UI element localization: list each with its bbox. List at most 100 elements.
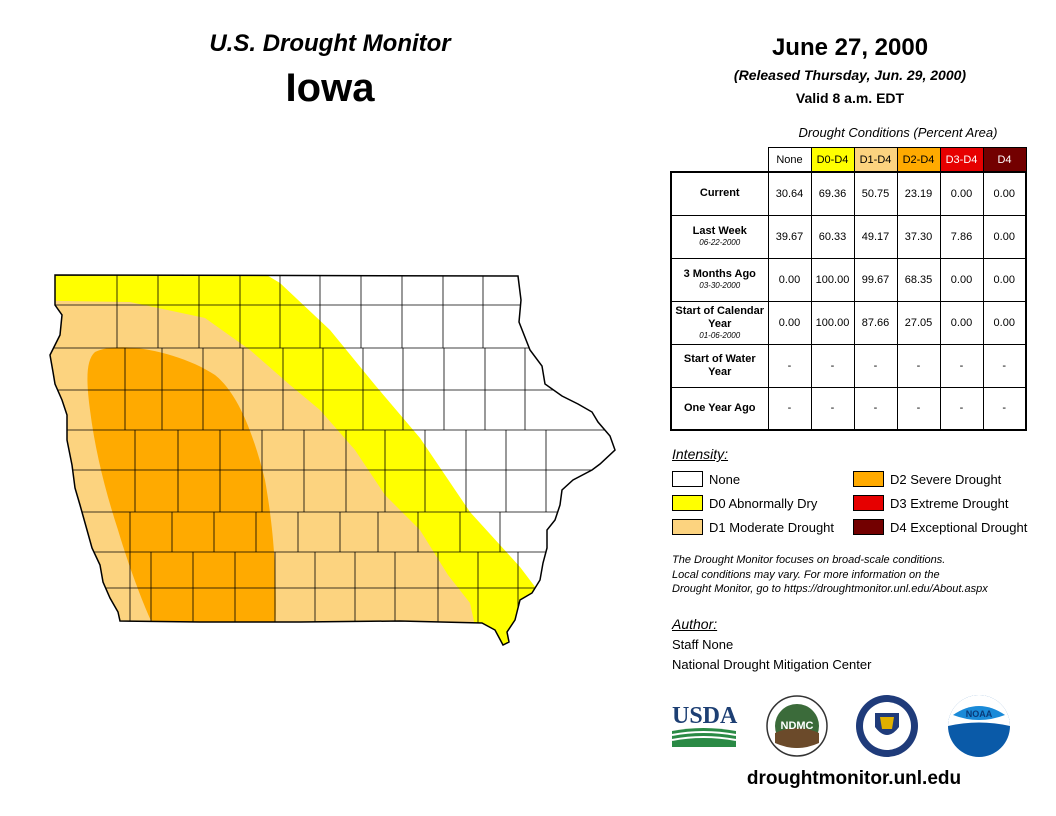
legend-swatch	[672, 495, 703, 511]
table-cell: 7.86	[939, 214, 984, 259]
valid-time: Valid 8 a.m. EDT	[795, 90, 905, 106]
row-label-start-water-year: Start of Water Year	[670, 343, 769, 388]
legend-swatch	[672, 471, 703, 487]
state-name: Iowa	[285, 66, 375, 110]
table-cell: -	[853, 386, 898, 431]
legend-label: D3 Extreme Drought	[890, 495, 1009, 511]
legend-label: D0 Abnormally Dry	[709, 495, 818, 511]
table-cell: 100.00	[810, 257, 855, 302]
table-caption: Drought Conditions (Percent Area)	[798, 125, 998, 140]
release-date: (Released Thursday, Jun. 29, 2000)	[733, 67, 967, 83]
legend-swatch	[672, 519, 703, 535]
legend-right-column: D2 Severe Drought D3 Extreme Drought D4 …	[853, 470, 1027, 536]
table-row: One Year Ago - - - - - -	[670, 386, 1027, 431]
usda-logo: USDA	[671, 703, 738, 747]
county-lines	[50, 275, 615, 630]
table-cell: -	[810, 343, 855, 388]
table-cell: 0.00	[939, 300, 984, 345]
legend-item-d3: D3 Extreme Drought	[853, 494, 1027, 512]
agency-logos: USDA NDMC NOAA	[671, 695, 1010, 757]
table-cell: 0.00	[982, 257, 1027, 302]
author-title: Author:	[672, 616, 718, 632]
table-cell: 27.05	[896, 300, 941, 345]
col-header-d2-d4: D2-D4	[896, 147, 941, 173]
table-cell: 49.17	[853, 214, 898, 259]
col-header-d0-d4: D0-D4	[810, 147, 855, 173]
table-cell: -	[810, 386, 855, 431]
table-cell: -	[939, 386, 984, 431]
table-cell: 0.00	[982, 214, 1027, 259]
ndmc-logo-text: NDMC	[781, 720, 814, 732]
table-cell: 0.00	[767, 257, 812, 302]
row-label-start-calendar-year: Start of Calendar Year 01-06-2000	[670, 300, 769, 345]
legend-item-none: None	[672, 470, 834, 488]
table-cell: -	[896, 386, 941, 431]
usda-logo-text: USDA	[672, 703, 738, 729]
table-cell: -	[982, 386, 1027, 431]
website-url[interactable]: droughtmonitor.unl.edu	[746, 768, 962, 789]
table-row: Start of Water Year - - - - - -	[670, 343, 1027, 388]
noaa-logo-text: NOAA	[966, 709, 993, 719]
row-label-3-months-ago: 3 Months Ago 03-30-2000	[670, 257, 769, 302]
row-label-one-year-ago: One Year Ago	[670, 386, 769, 431]
table-cell: 87.66	[853, 300, 898, 345]
table-cell: -	[767, 343, 812, 388]
legend-swatch	[853, 495, 884, 511]
legend-swatch	[853, 519, 884, 535]
legend-label: D4 Exceptional Drought	[890, 519, 1028, 535]
table-cell: 0.00	[767, 300, 812, 345]
legend-item-d4: D4 Exceptional Drought	[853, 518, 1027, 536]
table-cell: 0.00	[939, 171, 984, 216]
table-cell: 60.33	[810, 214, 855, 259]
drought-map	[49, 274, 616, 646]
drought-table: None D0-D4 D1-D4 D2-D4 D3-D4 D4 Current …	[670, 147, 1027, 431]
noaa-logo: NOAA	[948, 695, 1010, 757]
legend-item-d0: D0 Abnormally Dry	[672, 494, 834, 512]
table-cell: 23.19	[896, 171, 941, 216]
intensity-title: Intensity:	[672, 446, 729, 462]
table-cell: 68.35	[896, 257, 941, 302]
col-header-d4: D4	[982, 147, 1027, 173]
table-cell: -	[982, 343, 1027, 388]
legend-swatch	[853, 471, 884, 487]
table-cell: 100.00	[810, 300, 855, 345]
table-row: Start of Calendar Year 01-06-2000 0.00 10…	[670, 300, 1027, 345]
ndmc-logo: NDMC	[766, 695, 828, 757]
table-cell: 99.67	[853, 257, 898, 302]
table-cell: 30.64	[767, 171, 812, 216]
table-cell: 0.00	[939, 257, 984, 302]
table-cell: 50.75	[853, 171, 898, 216]
table-cell: -	[939, 343, 984, 388]
col-header-d3-d4: D3-D4	[939, 147, 984, 173]
map-title: U.S. Drought Monitor	[209, 30, 451, 57]
row-label-current: Current	[670, 171, 769, 216]
legend-label: D1 Moderate Drought	[709, 519, 835, 535]
legend-item-d2: D2 Severe Drought	[853, 470, 1027, 488]
row-label-last-week: Last Week 06-22-2000	[670, 214, 769, 259]
legend-left-column: None D0 Abnormally Dry D1 Moderate Droug…	[672, 470, 834, 536]
d2-area	[87, 347, 276, 640]
table-cell: -	[853, 343, 898, 388]
drought-monitor-note: The Drought Monitor focuses on broad-sca…	[672, 554, 988, 595]
table-row: 3 Months Ago 03-30-2000 0.00 100.00 99.67…	[670, 257, 1027, 302]
col-header-d1-d4: D1-D4	[853, 147, 898, 173]
author-name: Staff None	[672, 637, 734, 652]
legend-label: D2 Severe Drought	[890, 471, 1002, 487]
table-cell: 37.30	[896, 214, 941, 259]
table-cell: -	[896, 343, 941, 388]
table-row: Current 30.64 69.36 50.75 23.19 0.00 0.0…	[670, 171, 1027, 216]
col-header-none: None	[767, 147, 812, 173]
corner-cell	[671, 147, 769, 173]
legend-item-d1: D1 Moderate Drought	[672, 518, 834, 536]
author-org: National Drought Mitigation Center	[672, 657, 872, 672]
commerce-logo	[856, 695, 918, 757]
state-outline	[49, 274, 616, 646]
table-cell: -	[767, 386, 812, 431]
legend-label: None	[709, 471, 741, 487]
table-cell: 0.00	[982, 300, 1027, 345]
map-date: June 27, 2000	[771, 34, 929, 61]
table-row: Last Week 06-22-2000 39.67 60.33 49.17 37…	[670, 214, 1027, 259]
table-cell: 69.36	[810, 171, 855, 216]
table-cell: 39.67	[767, 214, 812, 259]
table-cell: 0.00	[982, 171, 1027, 216]
